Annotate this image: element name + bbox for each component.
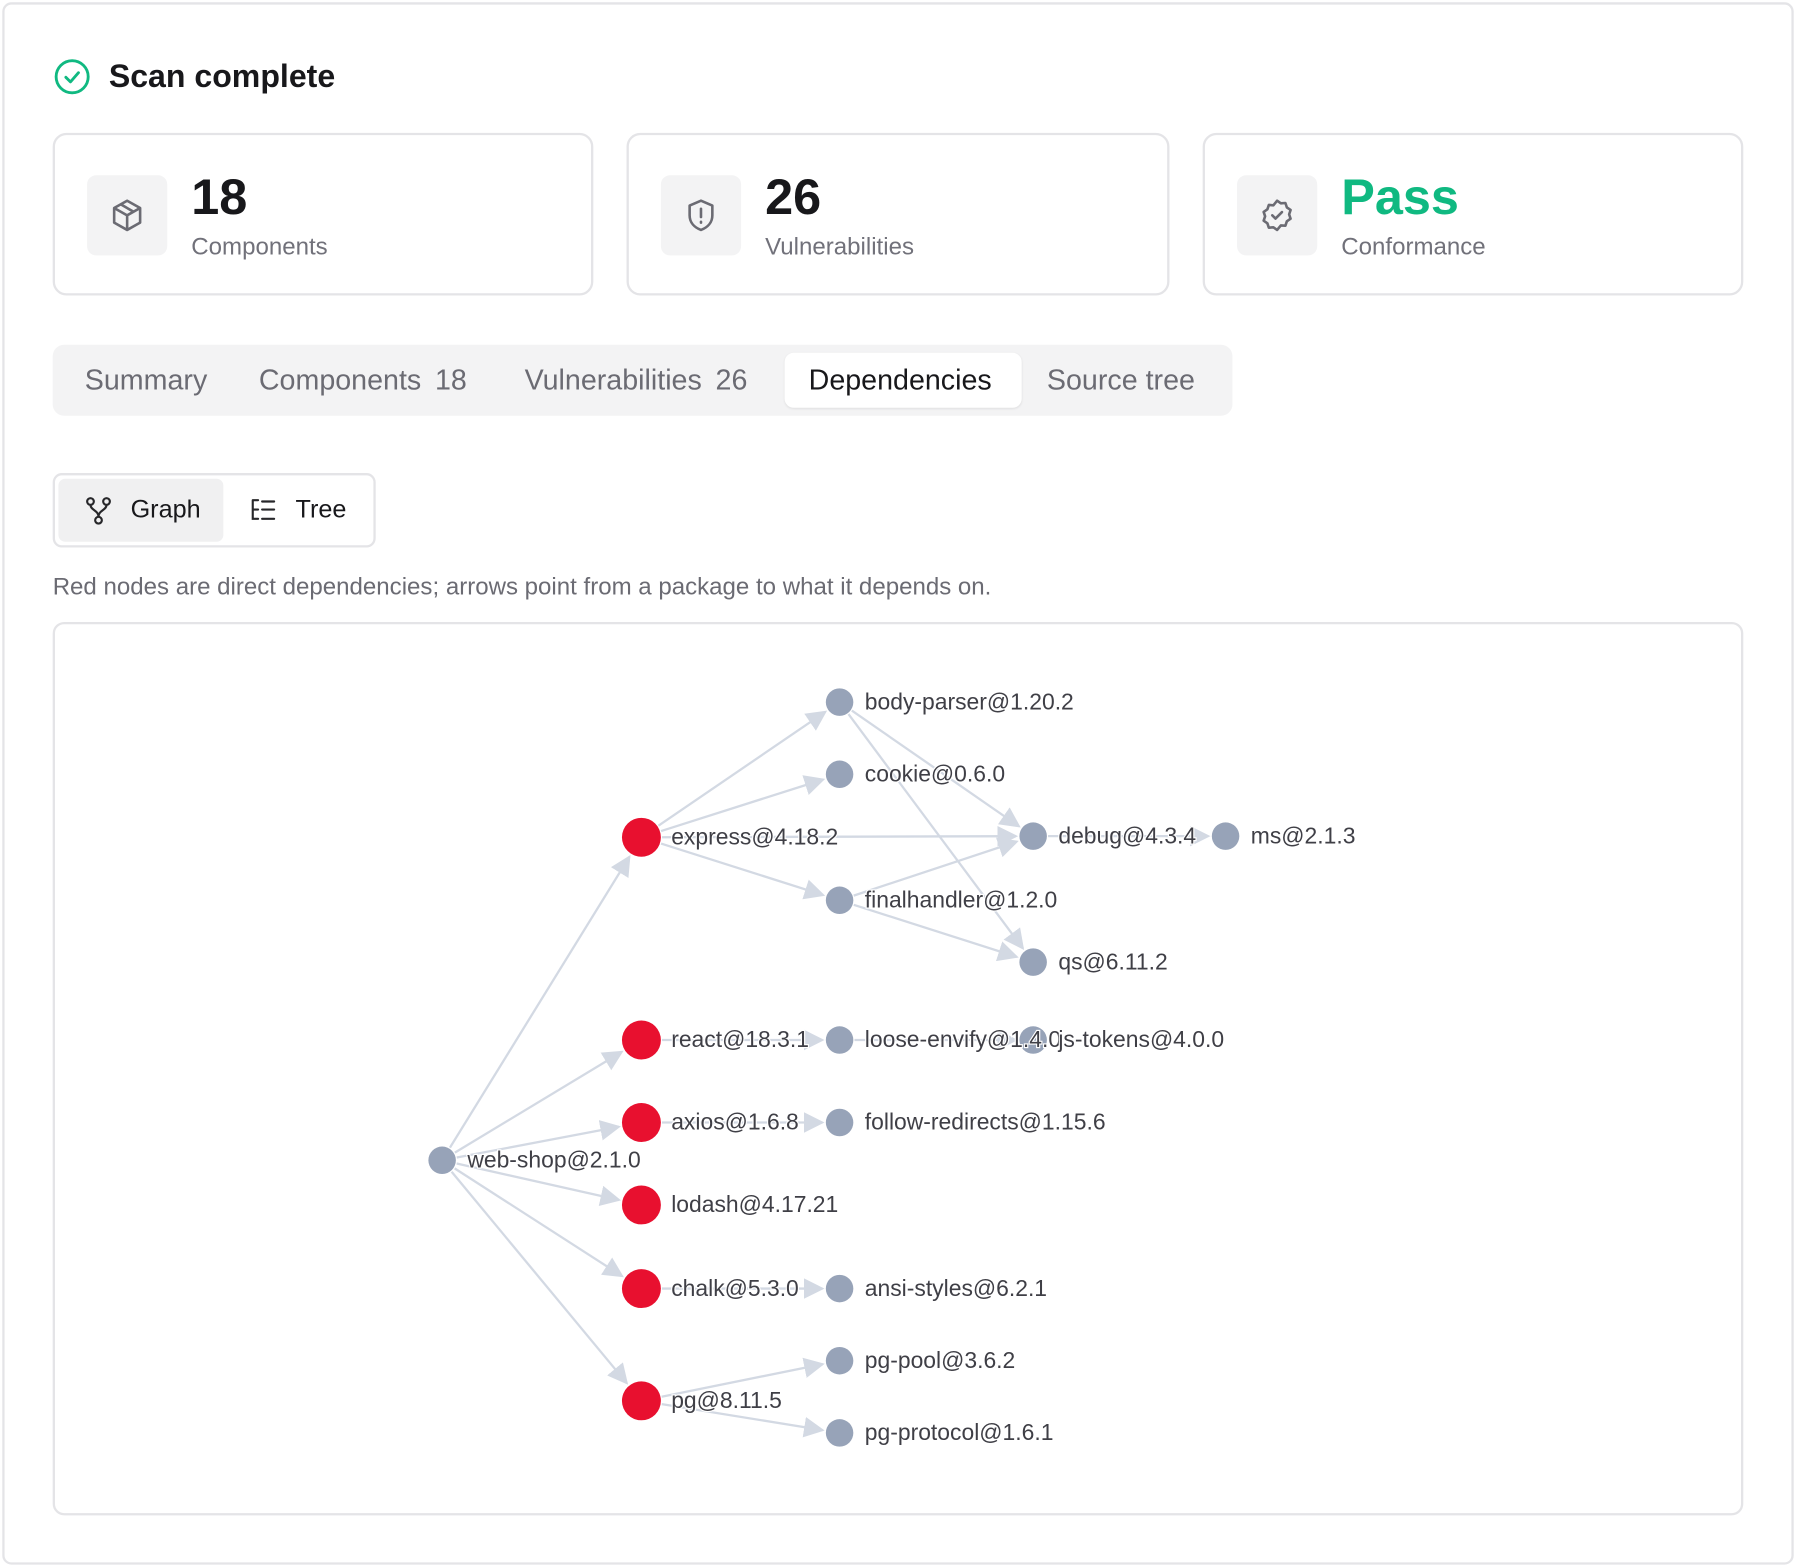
icon-box (87, 175, 168, 256)
icon-box (660, 175, 742, 256)
tab-label: Summary (84, 364, 208, 397)
edge (853, 837, 1019, 897)
node-label: cookie@0.6.0 (865, 760, 1005, 786)
node (1019, 822, 1047, 850)
tab-label: Components (258, 364, 422, 397)
node-label: follow-redirects@1.15.6 (865, 1109, 1106, 1135)
node-label: react@18.3.1 (671, 1026, 809, 1052)
tab-label: Source tree (1046, 364, 1195, 397)
edge (657, 710, 828, 827)
node (825, 886, 854, 915)
node (621, 1103, 661, 1142)
caption: Red nodes are direct dependencies; arrow… (52, 573, 992, 601)
edge (662, 825, 1019, 847)
tab[interactable]: Source tree (1047, 364, 1195, 397)
edge (456, 1120, 621, 1159)
tab[interactable]: Vulnerabilities 26 (525, 364, 748, 397)
title: Scan complete (108, 58, 336, 94)
node (825, 1346, 854, 1375)
edge (454, 1167, 624, 1278)
check-icon (54, 59, 90, 95)
node (825, 760, 854, 789)
tab-count: 26 (715, 364, 748, 397)
node-label: debug@4.3.4 (1058, 822, 1196, 848)
toggle-label[interactable]: Tree (295, 494, 347, 524)
node-label: pg@8.11.5 (671, 1387, 782, 1413)
node-label: loose-envify@1.4.0 (865, 1026, 1061, 1052)
node-label: body-parser@1.20.2 (865, 688, 1074, 714)
stat-value: 26 (765, 169, 822, 226)
icon-box (1237, 175, 1318, 256)
edge (661, 1402, 825, 1438)
tab-count: 18 (434, 364, 467, 397)
node (825, 1419, 854, 1447)
node-label: pg-protocol@1.6.1 (865, 1419, 1054, 1445)
tab-label: Vulnerabilities (524, 364, 702, 397)
node (621, 1020, 661, 1060)
node-label: ansi-styles@6.2.1 (865, 1275, 1047, 1301)
tab[interactable]: Dependencies (809, 364, 992, 397)
active-tab-bg (784, 352, 1022, 408)
stat-label: Components (191, 233, 328, 261)
stat-card: 26 Vulnerabilities (626, 132, 1170, 296)
shield-icon (688, 199, 714, 232)
node (1019, 948, 1047, 976)
tree-icon (251, 499, 276, 520)
node-label: pg-pool@3.6.2 (865, 1347, 1016, 1373)
graph-icon (86, 497, 111, 525)
stat-value: Pass (1341, 169, 1459, 226)
stat-label: Vulnerabilities (765, 233, 914, 261)
node-label: chalk@5.3.0 (671, 1275, 799, 1301)
node (621, 1381, 661, 1421)
badge-icon (1262, 199, 1292, 232)
toggle-active-bg[interactable] (58, 478, 224, 542)
node (621, 1269, 661, 1309)
edges (448, 709, 1211, 1438)
node (621, 817, 661, 857)
node (1019, 1026, 1047, 1054)
node-label: qs@6.11.2 (1058, 948, 1167, 974)
edge (660, 842, 826, 900)
edge (454, 1050, 624, 1154)
node (825, 1274, 854, 1303)
toggle-label[interactable]: Graph (130, 494, 201, 524)
edge (851, 709, 1021, 828)
node (825, 688, 854, 716)
graph-box (52, 621, 1744, 1516)
tab-label: Dependencies (808, 364, 992, 397)
stat-card: 18 Components (52, 132, 594, 296)
stat-card: Pass Conformance (1202, 132, 1744, 296)
edge (853, 903, 1019, 962)
nodes: web-shop@2.1.0 express@4.18.2 react@18.3.1… (428, 687, 1357, 1447)
node-label: ms@2.1.3 (1251, 822, 1356, 848)
node-label: finalhandler@1.2.0 (865, 886, 1058, 912)
node-label: js-tokens@4.0.0 (1057, 1026, 1224, 1052)
tab[interactable]: Summary (85, 364, 208, 397)
edge (448, 855, 631, 1149)
edge (456, 1162, 622, 1206)
edge (450, 1171, 629, 1385)
edge (660, 775, 826, 833)
node-label: lodash@4.17.21 (671, 1191, 838, 1217)
node (621, 1185, 661, 1225)
tab-bar (52, 344, 1233, 416)
edge (847, 713, 1025, 951)
node (1211, 822, 1240, 850)
node-label: axios@1.6.8 (671, 1109, 799, 1135)
stat-label: Conformance (1341, 233, 1486, 261)
box-icon (112, 199, 142, 232)
tab[interactable]: Components 18 (259, 364, 467, 397)
node (428, 1146, 456, 1175)
node (825, 1026, 854, 1054)
node-label: web-shop@2.1.0 (466, 1146, 640, 1172)
node (825, 1108, 854, 1137)
edge (661, 1357, 825, 1398)
stat-value: 18 (191, 169, 248, 226)
node-label: express@4.18.2 (671, 823, 838, 849)
